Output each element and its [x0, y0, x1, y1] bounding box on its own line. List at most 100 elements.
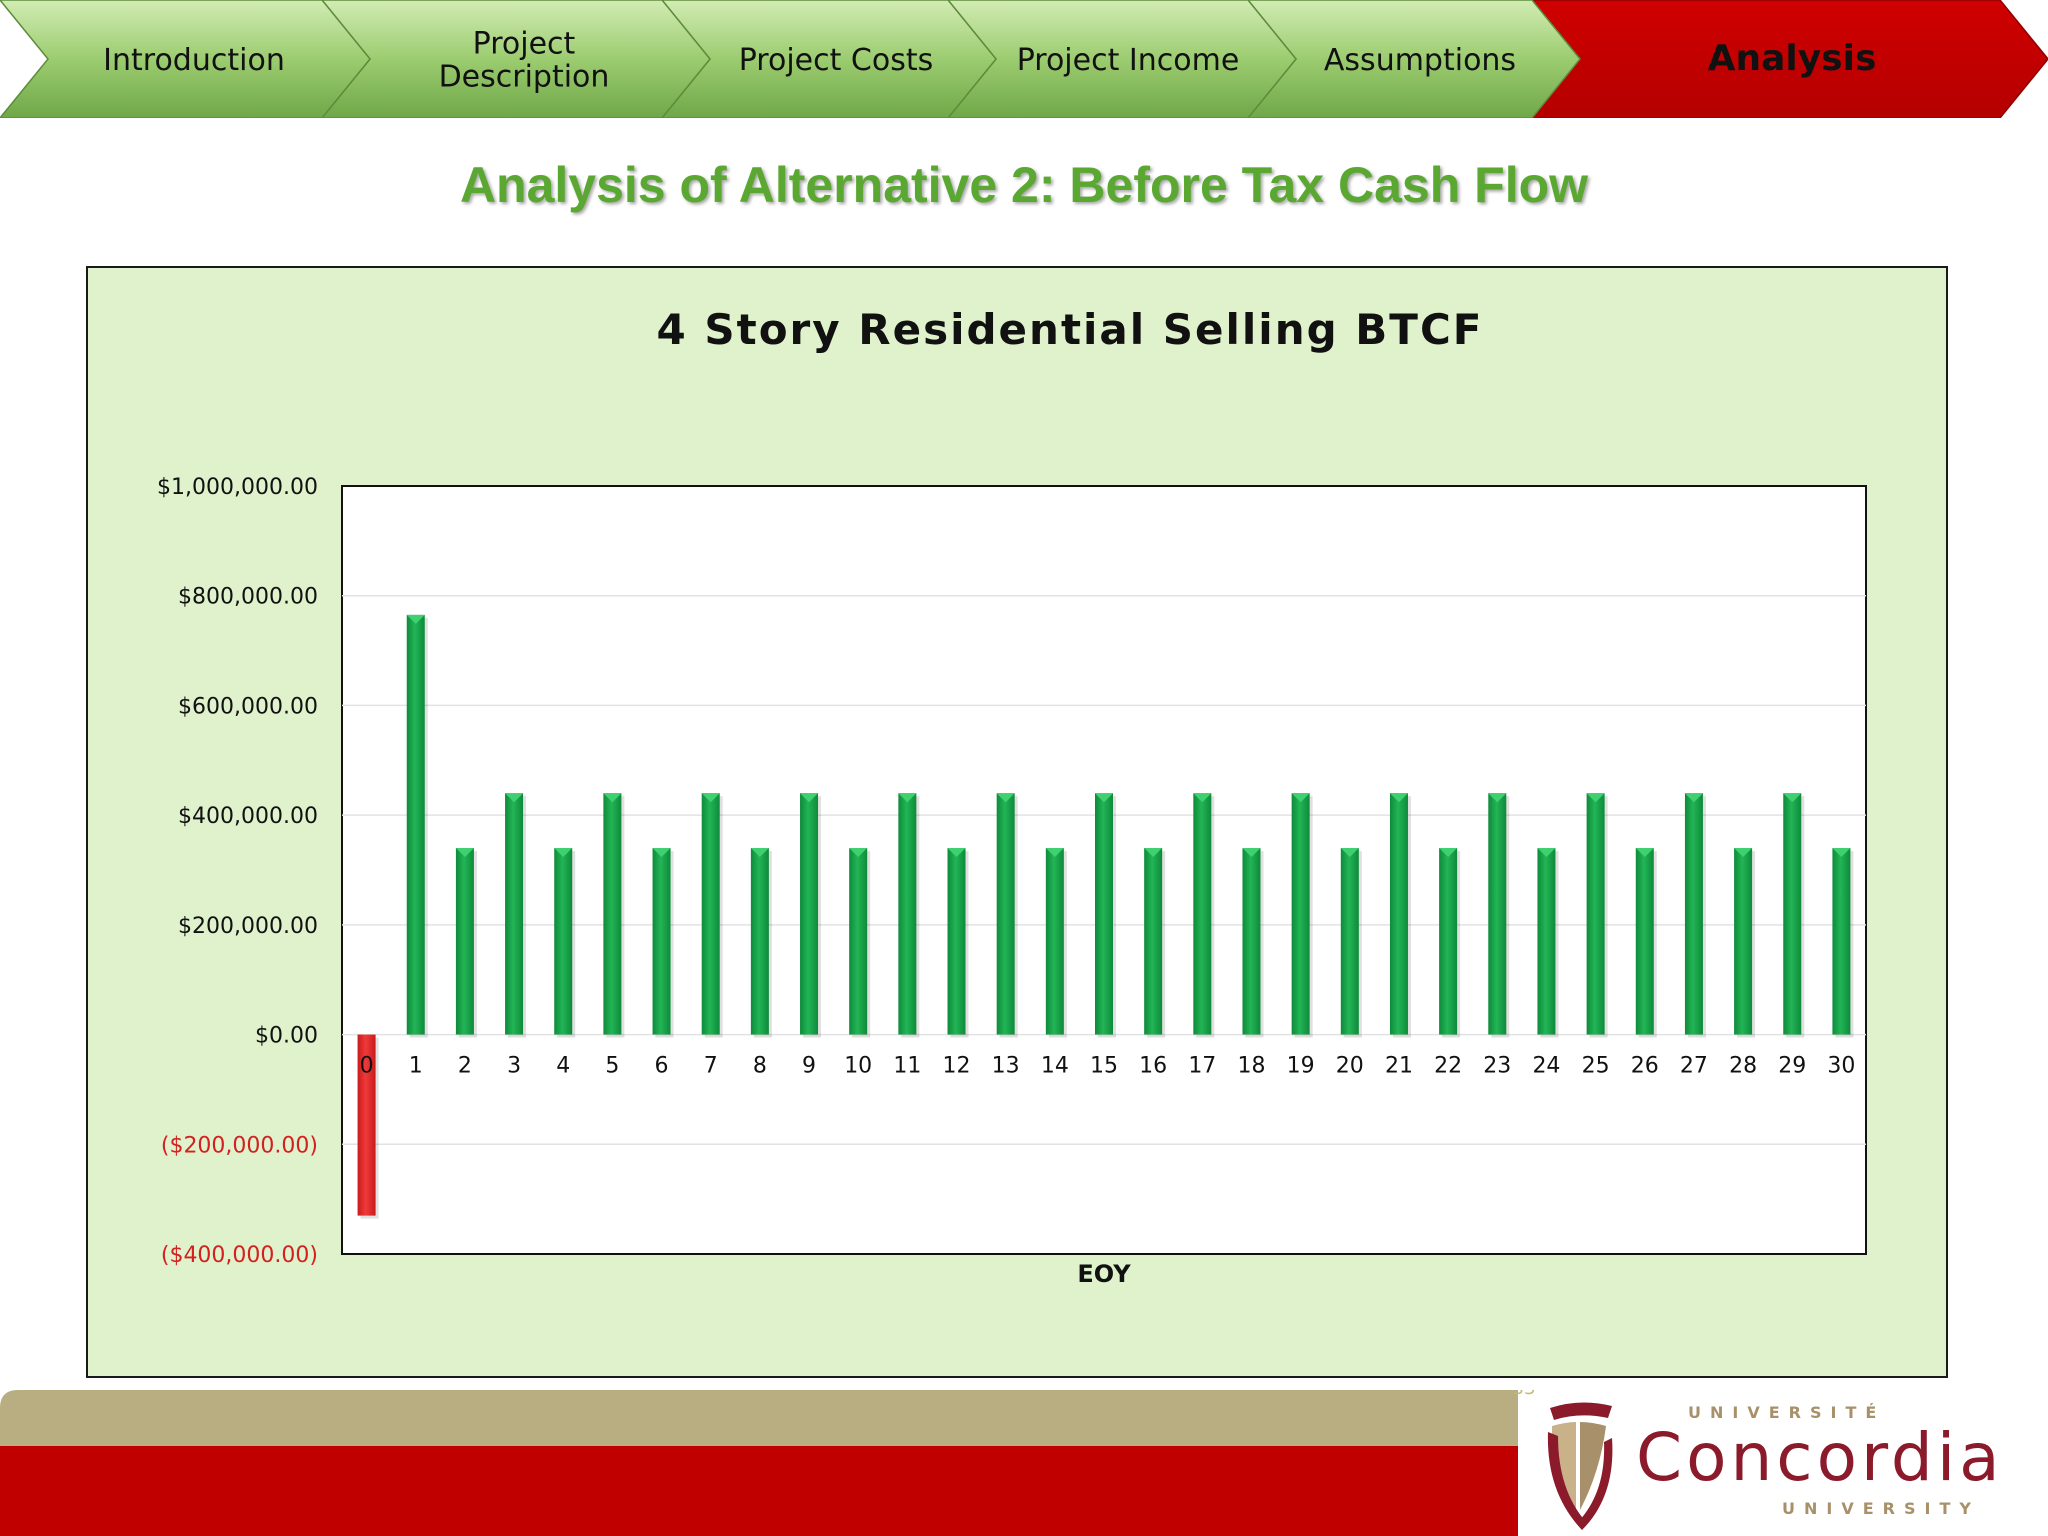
bar-cap — [1586, 793, 1605, 803]
chart-title: 4 Story Residential Selling BTCF — [657, 305, 1484, 354]
bar-cap — [554, 848, 573, 858]
x-tick-label: 5 — [605, 1054, 619, 1079]
bar-eoy-15 — [1095, 793, 1113, 1035]
bar-cap — [1488, 793, 1507, 803]
x-tick-label: 21 — [1385, 1054, 1413, 1079]
nav-tab-project-costs[interactable]: Project Costs — [661, 0, 997, 118]
y-tick-label: $0.00 — [255, 1024, 318, 1049]
bar-cap — [1734, 848, 1753, 858]
bar-cap — [505, 793, 524, 803]
bar-eoy-22 — [1439, 848, 1458, 1035]
bar-eoy-29 — [1783, 793, 1802, 1035]
nav-tab-project-income[interactable]: Project Income — [947, 0, 1297, 118]
bar-cap — [1193, 793, 1212, 803]
bar-eoy-19 — [1291, 793, 1310, 1035]
logo-top-text: UNIVERSITÉ — [1688, 1403, 1885, 1422]
bar-cap — [1045, 848, 1064, 858]
x-tick-label: 15 — [1090, 1054, 1118, 1079]
bar-eoy-23 — [1488, 793, 1507, 1035]
bar-cap — [1439, 848, 1458, 858]
bar-cap — [1684, 793, 1703, 803]
x-tick-label: 22 — [1434, 1054, 1462, 1079]
nav-tab-analysis[interactable]: Analysis — [1531, 0, 2048, 118]
nav-tab-label: Project Income — [1017, 43, 1240, 78]
bar-cap — [1832, 848, 1851, 858]
bar-eoy-20 — [1340, 848, 1359, 1035]
bar-eoy-12 — [947, 848, 966, 1035]
bar-cap — [701, 793, 720, 803]
bar-eoy-28 — [1734, 848, 1753, 1035]
bar-cap — [849, 848, 868, 858]
bar-eoy-17 — [1193, 793, 1212, 1035]
x-tick-label: 0 — [360, 1054, 374, 1079]
bar-cap — [1389, 793, 1408, 803]
bar-eoy-25 — [1586, 793, 1605, 1035]
bar-cap — [1144, 848, 1163, 858]
bar-eoy-4 — [554, 848, 573, 1035]
x-tick-label: 9 — [802, 1054, 816, 1079]
bar-eoy-8 — [750, 848, 769, 1035]
x-tick-label: 2 — [458, 1054, 472, 1079]
bar-eoy-11 — [898, 793, 917, 1035]
y-tick-label: $1,000,000.00 — [157, 475, 318, 500]
bar-cap — [1537, 848, 1556, 858]
bar-cap — [1635, 848, 1654, 858]
x-tick-label: 20 — [1336, 1054, 1364, 1079]
footer-band: 33 — [0, 1390, 1536, 1536]
x-tick-label: 26 — [1631, 1054, 1659, 1079]
slide-title: Analysis of Alternative 2: Before Tax Ca… — [459, 157, 1589, 213]
bar-eoy-3 — [505, 793, 524, 1035]
x-tick-label: 17 — [1188, 1054, 1216, 1079]
y-tick-label: $600,000.00 — [178, 694, 318, 719]
x-tick-label: 25 — [1582, 1054, 1610, 1079]
nav-breadcrumb: Analysis Assumptions Project Income Project… — [0, 0, 2048, 118]
chart-panel: 4 Story Residential Selling BTCF $1,000,… — [86, 266, 1948, 1378]
nav-tab-introduction[interactable]: Introduction — [0, 0, 371, 118]
x-tick-label: 1 — [409, 1054, 423, 1079]
bar-eoy-14 — [1045, 848, 1064, 1035]
bar-eoy-1 — [406, 614, 425, 1035]
bar-cap — [898, 793, 917, 803]
bar-cap — [1783, 793, 1802, 803]
bar-eoy-21 — [1389, 793, 1408, 1035]
bar-cap — [652, 848, 671, 858]
bar-cap — [455, 848, 474, 858]
bar-cap — [603, 793, 622, 803]
bar-eoy-13 — [996, 793, 1015, 1035]
concordia-logo: UNIVERSITÉ Concordia UNIVERSITY — [1547, 1402, 2004, 1530]
y-tick-label: $800,000.00 — [178, 585, 318, 610]
x-tick-label: 19 — [1287, 1054, 1315, 1079]
page-number: 33 — [1513, 1390, 1536, 1399]
x-axis-ticks: 0 1 2 3 4 5 6 7 8 9 10 11 12 13 14 15 16 17 18 19 20 21 22 23 24… — [360, 1054, 1856, 1079]
bar-eoy-27 — [1684, 793, 1703, 1035]
bar-cap — [1242, 848, 1261, 858]
bar-eoy-9 — [800, 793, 819, 1035]
x-tick-label: 10 — [844, 1054, 872, 1079]
nav-tab-label: Assumptions — [1324, 43, 1516, 78]
y-axis-ticks: $1,000,000.00 $800,000.00 $600,000.00 $400,… — [157, 475, 318, 1268]
x-tick-label: 16 — [1139, 1054, 1167, 1079]
x-tick-label: 3 — [507, 1054, 521, 1079]
y-tick-label: ($400,000.00) — [161, 1243, 318, 1268]
x-tick-label: 27 — [1680, 1054, 1708, 1079]
x-tick-label: 29 — [1778, 1054, 1806, 1079]
x-tick-label: 8 — [753, 1054, 767, 1079]
bar-eoy-24 — [1537, 848, 1556, 1035]
bar-eoy-10 — [849, 848, 868, 1035]
bar-eoy-5 — [603, 793, 622, 1035]
bar-eoy-2 — [455, 848, 474, 1035]
y-tick-label: $400,000.00 — [178, 804, 318, 829]
logo-name: Concordia — [1636, 1419, 2004, 1496]
bar-eoy-30 — [1832, 848, 1851, 1035]
x-tick-label: 24 — [1532, 1054, 1560, 1079]
bar-eoy-26 — [1635, 848, 1654, 1035]
nav-tab-label: Project Costs — [739, 43, 934, 78]
x-axis-label: EOY — [1077, 1260, 1131, 1288]
bar-eoy-16 — [1144, 848, 1163, 1035]
bar-cap — [406, 614, 425, 624]
nav-tab-label: Description — [439, 60, 610, 95]
nav-tab-assumptions[interactable]: Assumptions — [1247, 0, 1581, 118]
nav-tab-label: Introduction — [103, 43, 285, 78]
x-tick-label: 4 — [556, 1054, 570, 1079]
